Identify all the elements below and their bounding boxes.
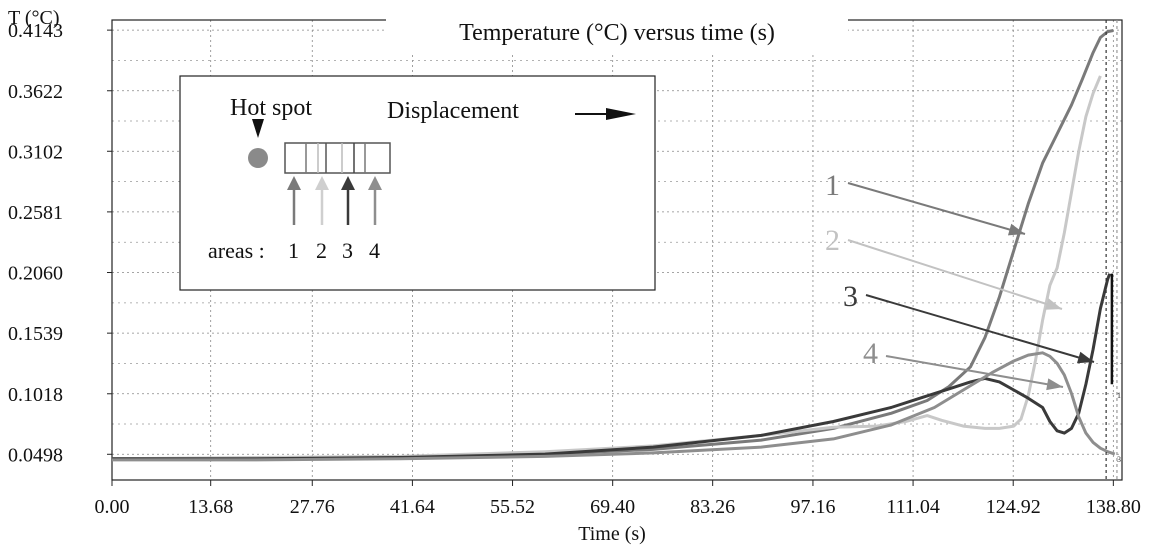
displacement-label: Displacement xyxy=(387,98,519,124)
callout-arrow-icon xyxy=(1046,378,1063,391)
callout-label-4: 4 xyxy=(863,337,878,370)
x-axis-ticks: 0.00 13.68 27.76 41.64 55.52 69.40 83.26 97.16 1… xyxy=(95,480,1141,518)
areas-label: areas : xyxy=(208,238,265,263)
callout-arrow-icon xyxy=(1044,298,1062,310)
x-tick-label: 97.16 xyxy=(790,496,835,518)
x-tick-label: 13.68 xyxy=(188,496,233,518)
area-arrow-icon xyxy=(287,176,301,190)
hot-spot-icon xyxy=(248,148,268,168)
x-tick-label: 0.00 xyxy=(95,496,130,518)
area-number-1: 1 xyxy=(288,238,299,263)
series-line-1 xyxy=(112,29,1114,461)
y-tick-label: 0.3102 xyxy=(8,141,63,163)
hot-spot-pointer-icon xyxy=(252,119,264,138)
y-tick-label: 0.2581 xyxy=(8,202,63,224)
callout-line-4 xyxy=(885,355,1064,388)
area-arrows xyxy=(287,176,382,225)
y-tick-label: 0.4143 xyxy=(8,20,63,42)
y-tick-label: 0.2060 xyxy=(8,263,63,285)
y-tick-label: 0.0498 xyxy=(8,444,63,466)
end-mark-label: 1 xyxy=(1117,391,1121,400)
series-line-3 xyxy=(112,273,1112,461)
callout-label-1: 1 xyxy=(825,169,840,202)
callout-label-2: 2 xyxy=(825,224,840,257)
x-tick-label: 41.64 xyxy=(390,496,435,518)
y-tick-label: 0.1018 xyxy=(8,384,63,406)
chart-title: Temperature (°C) versus time (s) xyxy=(459,20,775,46)
callout-arrow-icon xyxy=(1076,351,1094,364)
series-line-4 xyxy=(112,351,1116,462)
callout-line-1 xyxy=(847,182,1026,235)
area-number-2: 2 xyxy=(316,238,327,263)
x-tick-label: 55.52 xyxy=(490,496,535,518)
area-strip xyxy=(284,142,391,174)
title-background xyxy=(386,10,848,52)
y-axis-ticks: 0.0498 0.1018 0.1539 0.2060 0.2581 0.3102 0.36… xyxy=(8,20,112,466)
area-number-4: 4 xyxy=(369,238,380,263)
area-arrow-icon xyxy=(368,176,382,190)
end-markers: 13 xyxy=(1105,20,1121,480)
legend-frame xyxy=(179,75,656,291)
end-mark-label: 3 xyxy=(1117,455,1121,464)
area-arrow-icon xyxy=(315,176,329,190)
y-axis-title: T (°C) xyxy=(8,7,60,29)
x-tick-label: 69.40 xyxy=(590,496,635,518)
y-tick-label: 0.3622 xyxy=(8,81,63,103)
x-axis-title: Time (s) xyxy=(578,523,646,545)
callout-line-2 xyxy=(847,239,1063,310)
displacement-arrow-icon xyxy=(606,108,636,120)
hot-spot-label: Hot spot xyxy=(230,95,312,121)
callout-line-3 xyxy=(865,294,1095,363)
series-lines xyxy=(111,29,1116,462)
area-arrow-icon xyxy=(341,176,355,190)
x-tick-label: 124.92 xyxy=(986,496,1041,518)
series-callouts: 1 234 xyxy=(825,169,1095,391)
x-tick-label: 138.80 xyxy=(1086,496,1141,518)
callout-label-3: 3 xyxy=(843,280,858,313)
x-tick-label: 83.26 xyxy=(690,496,735,518)
y-tick-label: 0.1539 xyxy=(8,323,63,345)
x-tick-label: 111.04 xyxy=(886,496,940,518)
area-number-3: 3 xyxy=(342,238,353,263)
x-tick-label: 27.76 xyxy=(290,496,335,518)
callout-arrow-icon xyxy=(1007,223,1025,236)
